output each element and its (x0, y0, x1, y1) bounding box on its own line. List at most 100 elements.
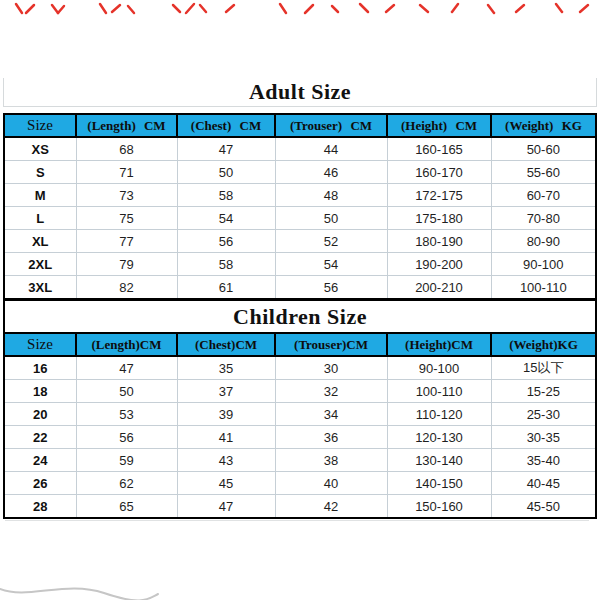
table-cell: 32 (275, 380, 387, 403)
adult-row-xl: XL 77 56 52 180-190 80-90 (5, 230, 595, 253)
table-cell: 175-180 (387, 207, 491, 230)
children-header-weight: (Weight)KG (491, 333, 595, 356)
table-cell: S (5, 161, 76, 184)
table-cell: 38 (275, 449, 387, 472)
table-cell: XL (5, 230, 76, 253)
table-cell: 53 (76, 403, 177, 426)
table-cell: 42 (275, 495, 387, 518)
table-cell: 90-100 (491, 253, 595, 276)
table-cell: 45 (177, 472, 275, 495)
table-cell: 79 (76, 253, 177, 276)
table-cell: 25-30 (491, 403, 595, 426)
table-shadow-line (5, 520, 589, 521)
table-cell: 60-70 (491, 184, 595, 207)
children-row-28: 28 65 47 42 150-160 45-50 (5, 495, 595, 518)
table-cell: 180-190 (387, 230, 491, 253)
table-cell: 44 (275, 137, 387, 161)
table-cell: 16 (5, 356, 76, 380)
table-cell: 50 (275, 207, 387, 230)
table-cell: 26 (5, 472, 76, 495)
table-cell: 160-170 (387, 161, 491, 184)
table-cell: 77 (76, 230, 177, 253)
children-row-20: 20 53 39 34 110-120 25-30 (5, 403, 595, 426)
table-cell: M (5, 184, 76, 207)
table-cell: 35 (177, 356, 275, 380)
adult-row-xs: XS 68 47 44 160-165 50-60 (5, 137, 595, 161)
adult-header-size: Size (5, 115, 76, 137)
table-cell: 110-120 (387, 403, 491, 426)
children-header-size: Size (5, 333, 76, 356)
table-cell: 40-45 (491, 472, 595, 495)
table-cell: 68 (76, 137, 177, 161)
table-cell: 45-50 (491, 495, 595, 518)
table-cell: 200-210 (387, 276, 491, 299)
table-cell: 130-140 (387, 449, 491, 472)
adult-header-height: (Height) CM (387, 115, 491, 137)
children-row-22: 22 56 41 36 120-130 30-35 (5, 426, 595, 449)
table-cell: 15以下 (491, 356, 595, 380)
table-cell: 80-90 (491, 230, 595, 253)
table-cell: 100-110 (491, 276, 595, 299)
table-cell: 22 (5, 426, 76, 449)
children-row-26: 26 62 45 40 140-150 40-45 (5, 472, 595, 495)
table-cell: 37 (177, 380, 275, 403)
table-cell: 172-175 (387, 184, 491, 207)
adult-header-length: (Length) CM (76, 115, 177, 137)
table-cell: 47 (177, 137, 275, 161)
table-cell: 30-35 (491, 426, 595, 449)
table-cell: 30 (275, 356, 387, 380)
adult-header-chest: (Chest) CM (177, 115, 275, 137)
adult-header-row: Size (Length) CM (Chest) CM (Trouser) CM… (5, 115, 595, 137)
table-cell: 36 (275, 426, 387, 449)
table-cell: 90-100 (387, 356, 491, 380)
children-row-24: 24 59 43 38 130-140 35-40 (5, 449, 595, 472)
adult-size-title: Adult Size (249, 81, 351, 103)
table-cell: 40 (275, 472, 387, 495)
adult-title-band: Adult Size (3, 78, 597, 107)
adult-row-3xl: 3XL 82 61 56 200-210 100-110 (5, 276, 595, 299)
table-cell: 18 (5, 380, 76, 403)
table-cell: 47 (177, 495, 275, 518)
adult-row-l: L 75 54 50 175-180 70-80 (5, 207, 595, 230)
table-cell: 120-130 (387, 426, 491, 449)
children-header-trouser: (Trouser)CM (275, 333, 387, 356)
table-cell: 39 (177, 403, 275, 426)
table-cell: 71 (76, 161, 177, 184)
table-cell: 160-165 (387, 137, 491, 161)
table-cell: 41 (177, 426, 275, 449)
table-cell: 58 (177, 253, 275, 276)
table-cell: 48 (275, 184, 387, 207)
table-cell: 20 (5, 403, 76, 426)
children-row-18: 18 50 37 32 100-110 15-25 (5, 380, 595, 403)
table-cell: 3XL (5, 276, 76, 299)
children-size-table: Size (Length)CM (Chest)CM (Trouser)CM (H… (5, 332, 595, 517)
table-cell: 15-25 (491, 380, 595, 403)
adult-header-trouser: (Trouser) CM (275, 115, 387, 137)
children-header-length: (Length)CM (76, 333, 177, 356)
table-cell: 56 (76, 426, 177, 449)
table-cell: 50-60 (491, 137, 595, 161)
table-cell: 50 (177, 161, 275, 184)
table-cell: 65 (76, 495, 177, 518)
table-cell: 56 (177, 230, 275, 253)
children-row-16: 16 47 35 30 90-100 15以下 (5, 356, 595, 380)
table-cell: 2XL (5, 253, 76, 276)
table-cell: 62 (76, 472, 177, 495)
table-cell: XS (5, 137, 76, 161)
children-header-row: Size (Length)CM (Chest)CM (Trouser)CM (H… (5, 333, 595, 356)
table-cell: 61 (177, 276, 275, 299)
table-cell: 35-40 (491, 449, 595, 472)
table-cell: 73 (76, 184, 177, 207)
adult-row-m: M 73 58 48 172-175 60-70 (5, 184, 595, 207)
children-title-band: Children Size (5, 298, 595, 332)
table-cell: 150-160 (387, 495, 491, 518)
adult-header-weight: (Weight) KG (491, 115, 595, 137)
table-cell: 55-60 (491, 161, 595, 184)
table-cell: 47 (76, 356, 177, 380)
adult-row-s: S 71 50 46 160-170 55-60 (5, 161, 595, 184)
table-cell: L (5, 207, 76, 230)
tables-container: Size (Length) CM (Chest) CM (Trouser) CM… (3, 113, 597, 519)
children-size-title: Children Size (233, 306, 367, 328)
table-cell: 54 (177, 207, 275, 230)
table-cell: 50 (76, 380, 177, 403)
